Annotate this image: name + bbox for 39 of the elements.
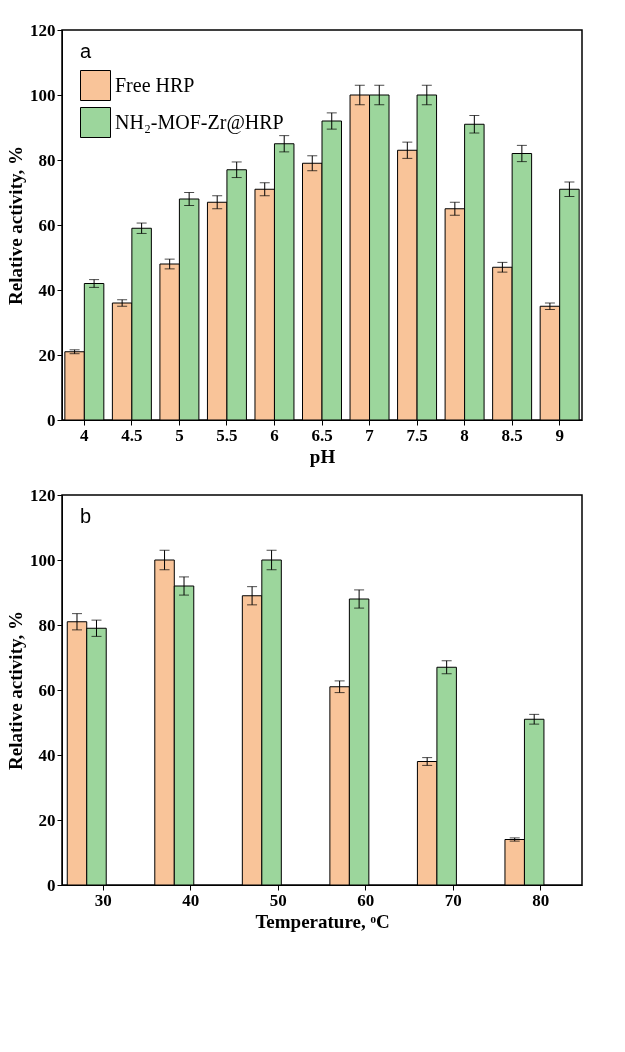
x-tick-label: 8 [460, 425, 469, 445]
x-tick-label: 7.5 [406, 425, 428, 445]
y-tick-label: 40 [38, 745, 56, 765]
x-tick-label: 8.5 [501, 425, 523, 445]
annotation: b [80, 505, 92, 527]
y-tick-label: 0 [47, 875, 56, 895]
y-tick-label: 40 [38, 280, 56, 300]
y-tick-label: 60 [38, 215, 56, 235]
x-tick-label: 50 [269, 890, 287, 910]
y-axis-title: Relative activity, % [5, 611, 26, 770]
legend-label: Free HRP [115, 73, 195, 96]
x-tick-label: 6 [270, 425, 279, 445]
x-tick-label: 7 [365, 425, 375, 445]
y-tick-label: 20 [38, 345, 56, 365]
x-axis-title: Temperature, ᵒC [255, 910, 390, 932]
x-tick-label: 80 [532, 890, 550, 910]
x-tick-label: 70 [444, 890, 462, 910]
y-axis-title: Relative activity, % [5, 146, 26, 305]
x-tick-label: 30 [94, 890, 112, 910]
y-tick-label: 100 [30, 85, 56, 105]
y-tick-label: 60 [38, 680, 56, 700]
y-tick-label: 0 [47, 410, 56, 430]
x-tick-label: 4 [80, 425, 90, 445]
legend-label: NH₂-MOF-Zr@HRP [115, 110, 284, 134]
y-tick-label: 80 [38, 150, 56, 170]
y-tick-label: 80 [38, 615, 56, 635]
x-tick-label: 9 [555, 425, 564, 445]
x-tick-label: 4.5 [121, 425, 143, 445]
y-tick-label: 120 [30, 20, 56, 40]
x-tick-label: 6.5 [311, 425, 333, 445]
y-tick-label: 100 [30, 550, 56, 570]
annotation: a [80, 40, 92, 62]
x-tick-label: 60 [357, 890, 375, 910]
x-axis-title: pH [309, 445, 336, 467]
x-tick-label: 5.5 [216, 425, 238, 445]
y-tick-label: 120 [30, 485, 56, 505]
x-tick-label: 40 [182, 890, 200, 910]
y-tick-label: 20 [38, 810, 56, 830]
x-tick-label: 5 [175, 425, 184, 445]
